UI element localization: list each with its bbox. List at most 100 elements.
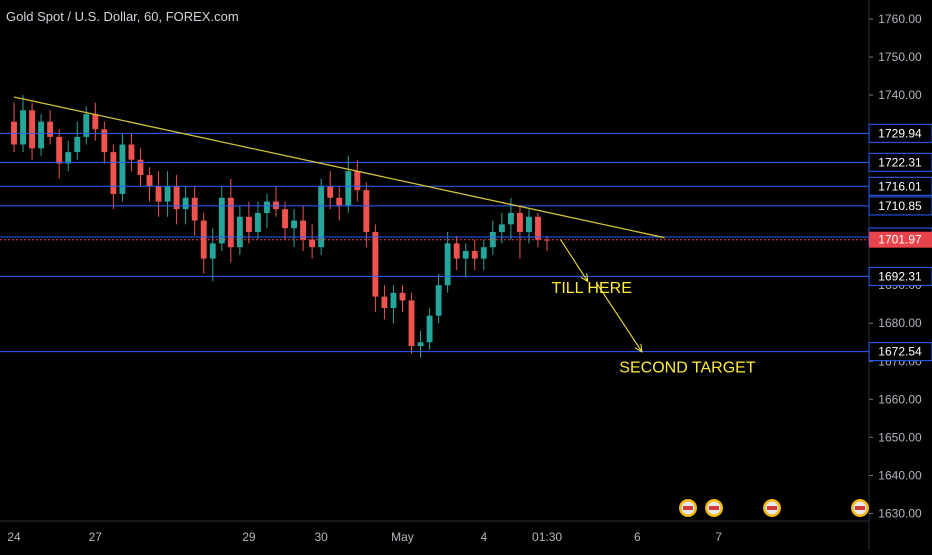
candle [191,186,198,236]
candle [92,102,99,141]
candle [65,140,72,172]
candle [155,171,162,217]
candle [336,186,343,221]
candle [526,209,532,244]
event-flag-icon[interactable] [763,499,781,517]
candle [462,243,469,278]
candle-body [128,144,135,160]
annotation-text[interactable]: TILL HERE [552,280,632,297]
candle-body [435,285,442,316]
candle-body [526,216,532,232]
trendline [13,96,665,239]
arrow [560,239,589,283]
level-label-box [868,176,932,196]
candle [101,121,108,164]
candle [345,155,352,213]
candle [38,114,45,156]
annotations-layer: TILL HERE SECOND TARGET [552,280,756,377]
level-label: 1692.31 [878,269,922,283]
candle [182,186,189,225]
current-price-box [869,231,932,248]
candle-body [254,212,261,232]
time-tick-label: 24 [7,530,21,544]
candle-body [381,296,388,309]
candle [137,148,144,187]
candle-body [471,250,478,259]
candle [254,201,261,240]
arrow-head [634,343,643,353]
candle-body [236,216,243,248]
candles-layer [11,95,550,358]
price-axis-labels: 1729.941722.311716.011710.851702.681692.… [868,123,932,362]
candle [544,235,550,251]
candle-body [336,197,343,206]
arrow-shaft [560,239,589,282]
candle-body [245,216,252,232]
candle [29,102,36,160]
time-tick-label: 30 [314,530,328,544]
candle-body [535,216,541,240]
candle-body [516,212,523,232]
candle-body [390,292,397,309]
trendline-layer [13,96,665,239]
annotation-text[interactable]: SECOND TARGET [619,360,756,377]
candle [444,231,451,293]
candle-body [92,114,99,130]
candle [471,239,478,271]
candle-body [146,174,153,187]
candle-body [137,159,144,175]
candle-body [119,144,126,194]
candle [426,308,433,350]
candle [363,182,370,248]
event-markers-layer [679,499,869,517]
candle [273,186,279,217]
level-label-box [868,196,932,216]
level-label-box [868,266,932,286]
candle-body [426,315,433,343]
candle [128,133,135,172]
candle [318,178,325,255]
arrow-head [580,273,589,283]
candle-body [155,186,162,202]
candle-body [444,243,451,286]
event-flag-icon[interactable] [851,499,869,517]
candle [218,186,225,251]
candle-body [363,190,370,232]
chart-title: Gold Spot / U.S. Dollar, 60, FOREX.com [6,9,239,24]
time-tick-label: 29 [242,530,256,544]
candle [372,224,379,312]
candle [291,209,298,248]
candle [236,205,243,255]
arrows-layer [560,239,643,353]
candle-body [65,152,72,164]
event-flag-stripe [683,506,693,510]
price-tick-label: 1660.00 [878,392,922,406]
candle [173,174,180,225]
level-label: 1710.85 [878,199,922,213]
candle [498,212,505,244]
candle [227,178,234,263]
candle [300,205,307,251]
level-label: 1722.31 [878,155,922,169]
candle-body [399,292,406,301]
candle [516,205,523,259]
candle [74,121,81,160]
candle-body [372,231,379,297]
candle-body [209,243,216,259]
event-flag-icon[interactable] [705,499,723,517]
candle [390,285,397,324]
candle-body [354,171,361,191]
candle [164,171,171,217]
candle-body [38,121,45,149]
level-label-box [868,342,932,362]
price-tick-label: 1750.00 [878,50,922,64]
event-flag-stripe [855,506,865,510]
event-flag-icon[interactable] [679,499,697,517]
candle-body [29,110,36,149]
candle-body [164,186,171,202]
candle-body [282,209,288,229]
time-axis[interactable]: 24 27 29 30 May 4 01:30 6 7 [7,530,722,544]
event-flag-stripe [767,506,777,510]
